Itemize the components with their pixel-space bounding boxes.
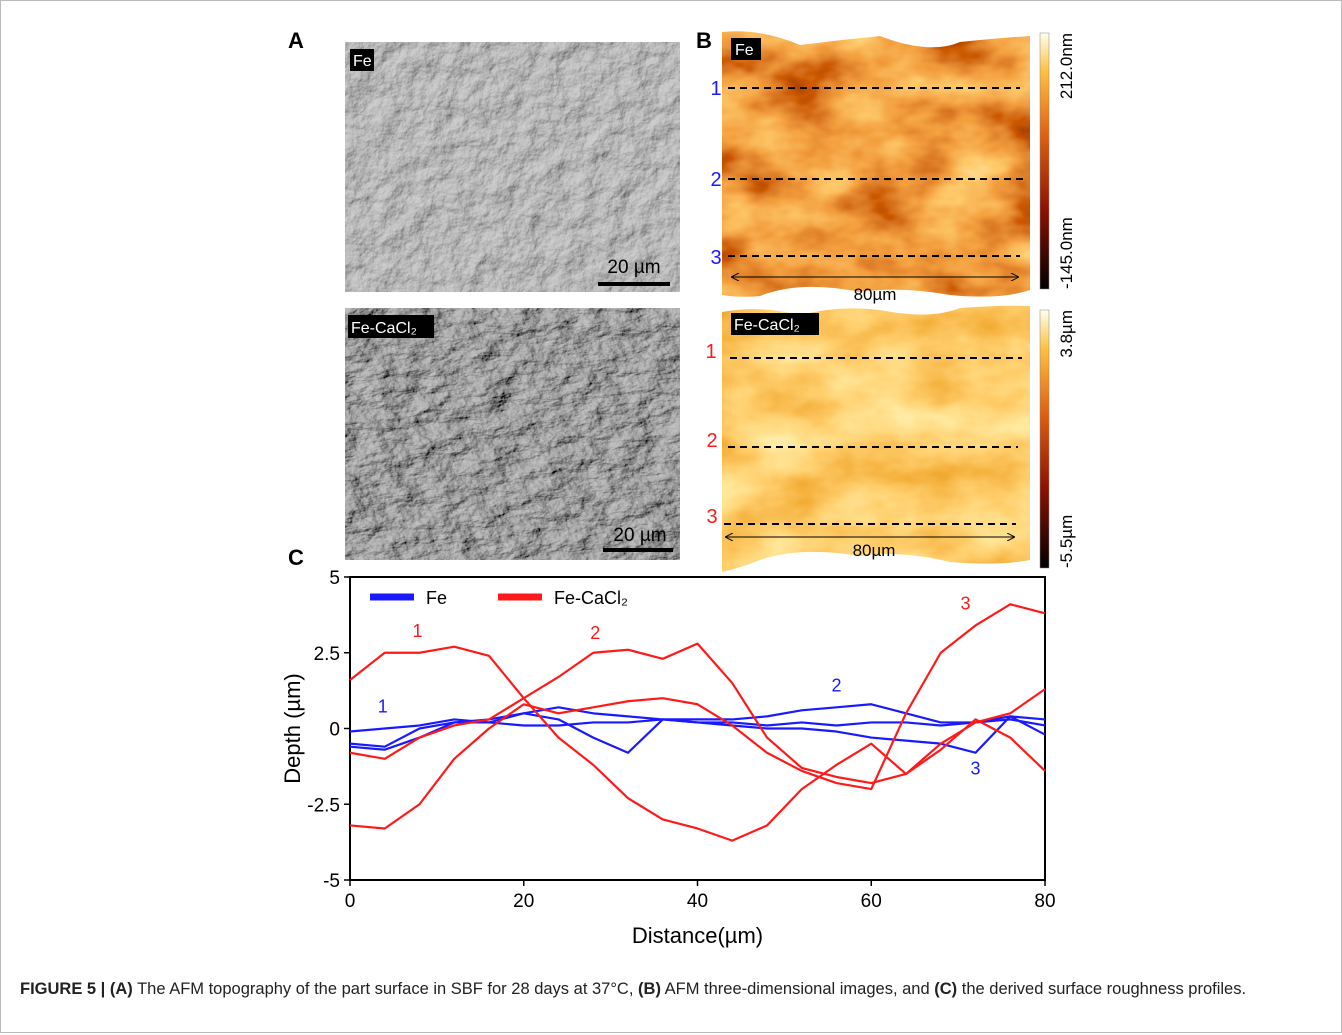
y-tick-label: 5 xyxy=(329,568,340,589)
caption-part: FIGURE 5 | xyxy=(20,980,106,998)
legend-label: Fe xyxy=(426,588,447,608)
afm-3d-image xyxy=(722,305,1030,572)
profile-annotation: 2 xyxy=(831,675,841,695)
image-label: Fe-CaCl₂ xyxy=(351,320,417,337)
profile-label: 2 xyxy=(706,430,717,452)
x-tick-label: 60 xyxy=(861,891,882,912)
colorbar-min: -5.5µm xyxy=(1057,515,1076,568)
afm-3d-image xyxy=(722,31,1030,297)
x-tick-label: 40 xyxy=(687,891,708,912)
scale-bar xyxy=(598,282,670,286)
colorbar-max: 3.8µm xyxy=(1057,310,1076,358)
profile-label: 1 xyxy=(710,78,721,100)
y-axis-title: Depth (µm) xyxy=(280,673,305,783)
profile-annotation: 1 xyxy=(412,621,422,641)
caption-part: The AFM topography of the part surface i… xyxy=(132,980,639,998)
label-box xyxy=(731,313,819,335)
x-axis-title: Distance(µm) xyxy=(632,923,763,948)
panel-label: B xyxy=(696,28,712,53)
profile-annotation: 3 xyxy=(970,759,980,779)
afm-image xyxy=(345,42,680,292)
image-label: Fe xyxy=(735,42,754,59)
colorbar xyxy=(1039,309,1050,569)
caption-part: (A) xyxy=(109,980,133,998)
legend-label: Fe-CaCl₂ xyxy=(554,588,628,608)
label-box xyxy=(350,49,374,71)
scale-bar xyxy=(603,548,673,552)
profile-annotation: 2 xyxy=(590,623,600,643)
label-box xyxy=(348,315,434,338)
panel-label: C xyxy=(288,545,304,570)
scale-bar-label: 20 µm xyxy=(613,525,666,546)
label-box xyxy=(731,38,761,60)
colorbar-max: 212.0nm xyxy=(1057,33,1076,99)
plot-frame xyxy=(349,576,1046,881)
colorbar xyxy=(1039,32,1050,290)
profile-label: 3 xyxy=(710,247,721,269)
profile-annotation: 3 xyxy=(960,593,970,613)
profile-lines xyxy=(728,87,1028,257)
image-label: Fe-CaCl₂ xyxy=(734,317,800,334)
profile-annotation: 1 xyxy=(378,697,388,717)
profile-label: 1 xyxy=(705,341,716,363)
y-tick-label: 2.5 xyxy=(314,644,340,665)
panel-label: A xyxy=(288,28,304,53)
caption-part: (C) xyxy=(934,980,958,998)
profile-line xyxy=(349,645,1046,842)
colorbar-min: -145.0nm xyxy=(1057,217,1076,289)
scale-bar-label: 20 µm xyxy=(607,257,660,278)
x-tick-label: 80 xyxy=(1034,891,1055,912)
x-tick-label: 20 xyxy=(513,891,534,912)
width-label: 80µm xyxy=(853,541,896,560)
profile-line xyxy=(349,642,1046,785)
x-tick-label: 0 xyxy=(345,891,356,912)
profile-label: 2 xyxy=(710,169,721,191)
width-label: 80µm xyxy=(854,285,897,304)
profile-lines xyxy=(724,357,1022,525)
y-tick-label: 0 xyxy=(329,720,340,741)
afm-image xyxy=(345,308,680,560)
profile-label: 3 xyxy=(706,506,717,528)
caption: FIGURE 5 | (A) The AFM topography of the… xyxy=(20,977,1310,1001)
caption-part: AFM three-dimensional images, and xyxy=(660,980,935,998)
figure: A B C Fe 20 µm Fe-CaCl₂ 20 µm Fe 1 2 3 8… xyxy=(280,28,1076,948)
caption-part: (B) xyxy=(638,980,661,998)
image-label: Fe xyxy=(353,53,372,70)
caption-part: the derived surface roughness profiles. xyxy=(957,980,1247,998)
y-tick-label: -5 xyxy=(323,871,340,892)
y-tick-label: -2.5 xyxy=(307,795,340,816)
profile-line xyxy=(349,603,1046,830)
